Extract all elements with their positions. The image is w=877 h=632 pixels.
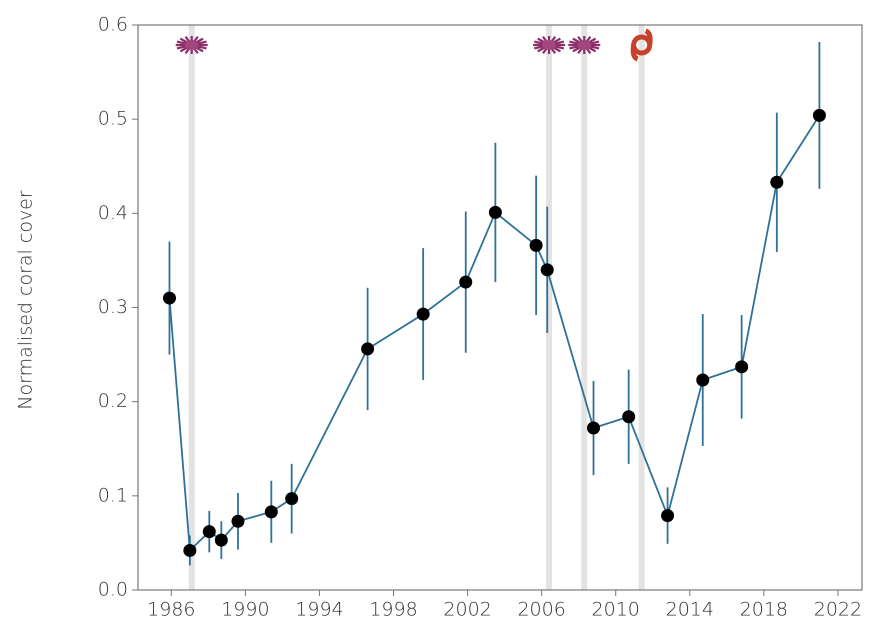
starfish-body xyxy=(184,40,199,50)
starfish-body xyxy=(542,40,557,50)
data-point xyxy=(264,505,278,519)
y-tick-label: 0.0 xyxy=(98,579,128,601)
data-point xyxy=(529,238,543,252)
data-point xyxy=(361,342,375,356)
y-tick-label: 0.1 xyxy=(98,484,128,506)
y-tick-label: 0.4 xyxy=(98,202,128,224)
data-point xyxy=(622,410,636,424)
data-point xyxy=(770,175,784,189)
disturbance-band xyxy=(581,25,588,590)
data-point xyxy=(231,514,245,528)
disturbance-icon xyxy=(175,36,208,54)
x-tick-label: 1990 xyxy=(221,599,269,621)
data-point xyxy=(202,525,216,539)
disturbance-band xyxy=(638,25,645,590)
x-tick-label: 2002 xyxy=(443,599,491,621)
x-tick-label: 1998 xyxy=(369,599,417,621)
x-tick-label: 2010 xyxy=(592,599,640,621)
x-tick-label: 2006 xyxy=(517,599,565,621)
data-point xyxy=(183,543,197,557)
x-tick-label: 2022 xyxy=(814,599,862,621)
data-point xyxy=(285,492,299,506)
x-tick-label: 1994 xyxy=(295,599,343,621)
disturbance-band xyxy=(546,25,553,590)
x-tick-label: 2014 xyxy=(666,599,714,621)
data-point xyxy=(214,533,228,547)
disturbance-icon xyxy=(630,28,653,62)
data-point xyxy=(587,421,601,435)
series-line xyxy=(168,114,821,553)
data-point xyxy=(661,509,675,523)
starfish-body xyxy=(577,40,592,50)
data-point xyxy=(488,205,502,219)
data-point xyxy=(162,291,176,305)
disturbance-icon xyxy=(568,36,601,54)
x-tick-label: 1986 xyxy=(147,599,195,621)
disturbance-icon xyxy=(533,36,566,54)
data-point xyxy=(416,307,430,321)
y-tick-label: 0.3 xyxy=(98,296,128,318)
disturbance-band xyxy=(188,25,195,590)
data-point xyxy=(459,275,473,289)
data-point xyxy=(735,360,749,374)
y-tick-label: 0.2 xyxy=(98,390,128,412)
data-point xyxy=(696,373,710,387)
y-axis-label: Normalised coral cover xyxy=(15,190,37,410)
data-point xyxy=(540,263,554,277)
cyclone-tail xyxy=(630,28,653,62)
y-tick-label: 0.6 xyxy=(98,14,128,36)
x-tick-label: 2018 xyxy=(740,599,788,621)
y-tick-label: 0.5 xyxy=(98,108,128,130)
data-point xyxy=(812,108,826,122)
